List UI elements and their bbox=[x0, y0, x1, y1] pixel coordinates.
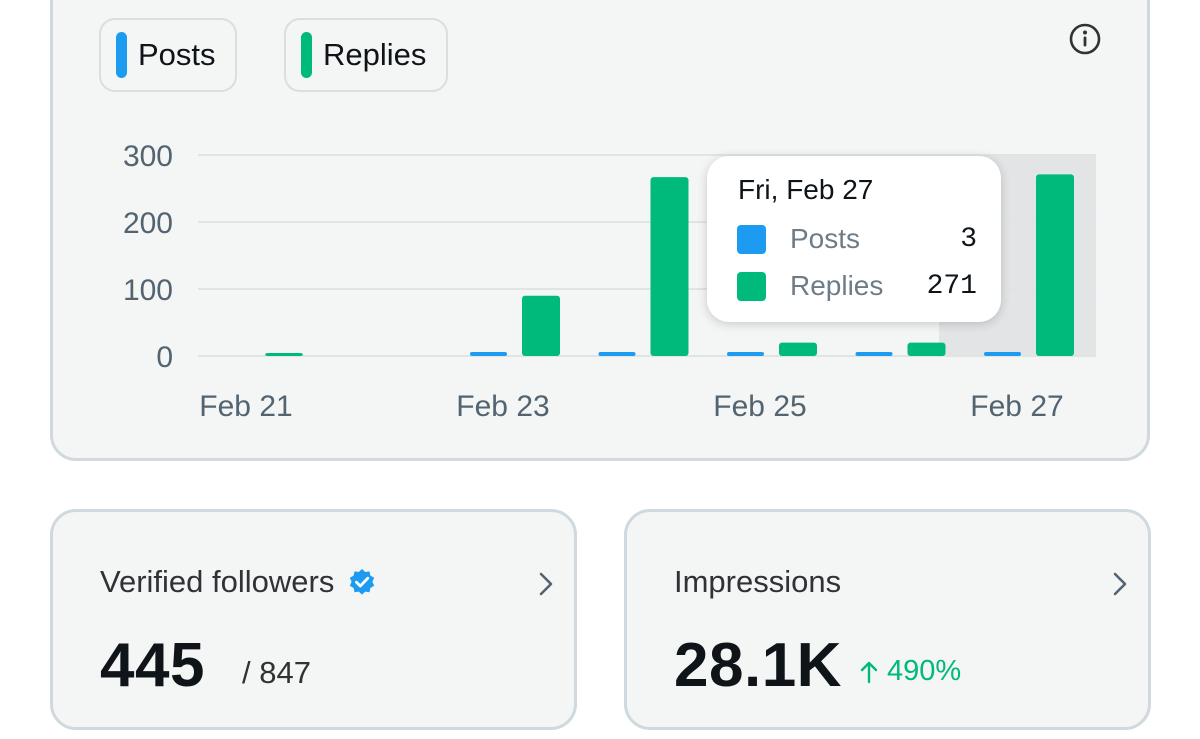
legend-replies-label: Replies bbox=[323, 37, 427, 72]
tooltip-date: Fri, Feb 27 bbox=[738, 174, 874, 205]
replies-color-swatch bbox=[301, 32, 312, 78]
tooltip-posts-value: 3 bbox=[960, 223, 977, 255]
impressions-change: 490% bbox=[860, 655, 961, 688]
bar-replies[interactable] bbox=[522, 295, 560, 356]
chevron-right-icon[interactable] bbox=[537, 570, 555, 598]
bar-replies[interactable] bbox=[650, 177, 689, 356]
bar-replies[interactable] bbox=[907, 342, 946, 356]
x-tick-label: Feb 25 bbox=[713, 390, 806, 423]
x-tick-label: Feb 21 bbox=[199, 390, 292, 423]
followers-count: 445 bbox=[100, 631, 205, 700]
posts-color-swatch bbox=[116, 32, 127, 78]
legend-posts-label: Posts bbox=[138, 37, 216, 72]
impressions-count: 28.1K bbox=[674, 631, 842, 700]
bar-chart: 0 100 200 300 Feb 21 Feb 23 Feb 25 Feb 27 bbox=[123, 140, 1096, 423]
y-tick-label: 200 bbox=[123, 207, 173, 240]
impressions-card[interactable]: Impressions 28.1K 490% bbox=[624, 509, 1151, 730]
bar-posts[interactable] bbox=[984, 352, 1021, 356]
verified-badge-icon bbox=[350, 569, 375, 595]
bar-replies[interactable] bbox=[265, 353, 303, 356]
x-tick-label: Feb 27 bbox=[970, 390, 1063, 423]
followers-title-row: Verified followers bbox=[100, 564, 377, 600]
impressions-title-row: Impressions bbox=[674, 564, 841, 600]
impressions-change-value: 490% bbox=[887, 655, 962, 687]
bar-posts[interactable] bbox=[598, 352, 636, 356]
tooltip-row-posts: Posts 3 bbox=[737, 222, 977, 256]
tooltip-row-replies: Replies 271 bbox=[737, 269, 977, 303]
tooltip-posts-swatch bbox=[737, 224, 766, 254]
verified-followers-card[interactable]: Verified followers 445 / 847 bbox=[50, 509, 577, 730]
impressions-title: Impressions bbox=[674, 564, 842, 599]
legend-posts-toggle[interactable]: Posts bbox=[99, 18, 237, 92]
info-circle-icon[interactable] bbox=[1068, 22, 1102, 56]
tooltip-replies-swatch bbox=[737, 271, 766, 301]
chevron-right-icon[interactable] bbox=[1111, 570, 1129, 598]
followers-total: / 847 bbox=[242, 655, 311, 690]
bar-posts[interactable] bbox=[727, 352, 764, 356]
bar-posts[interactable] bbox=[470, 352, 507, 356]
x-tick-label: Feb 23 bbox=[456, 390, 549, 423]
bar-replies[interactable] bbox=[1036, 174, 1074, 356]
y-tick-label: 100 bbox=[123, 274, 173, 307]
bar-posts[interactable] bbox=[855, 352, 893, 356]
bar-replies[interactable] bbox=[779, 342, 817, 356]
arrow-up-icon bbox=[860, 661, 878, 683]
y-tick-label: 0 bbox=[156, 341, 173, 374]
tooltip-replies-value: 271 bbox=[926, 270, 977, 302]
legend-replies-toggle[interactable]: Replies bbox=[284, 18, 448, 92]
followers-title: Verified followers bbox=[100, 564, 335, 599]
y-tick-label: 300 bbox=[123, 140, 173, 173]
tooltip-replies-label: Replies bbox=[790, 270, 884, 301]
chart-tooltip: Fri, Feb 27 Posts 3 Replies 271 bbox=[707, 156, 1001, 322]
tooltip-posts-label: Posts bbox=[790, 223, 861, 254]
